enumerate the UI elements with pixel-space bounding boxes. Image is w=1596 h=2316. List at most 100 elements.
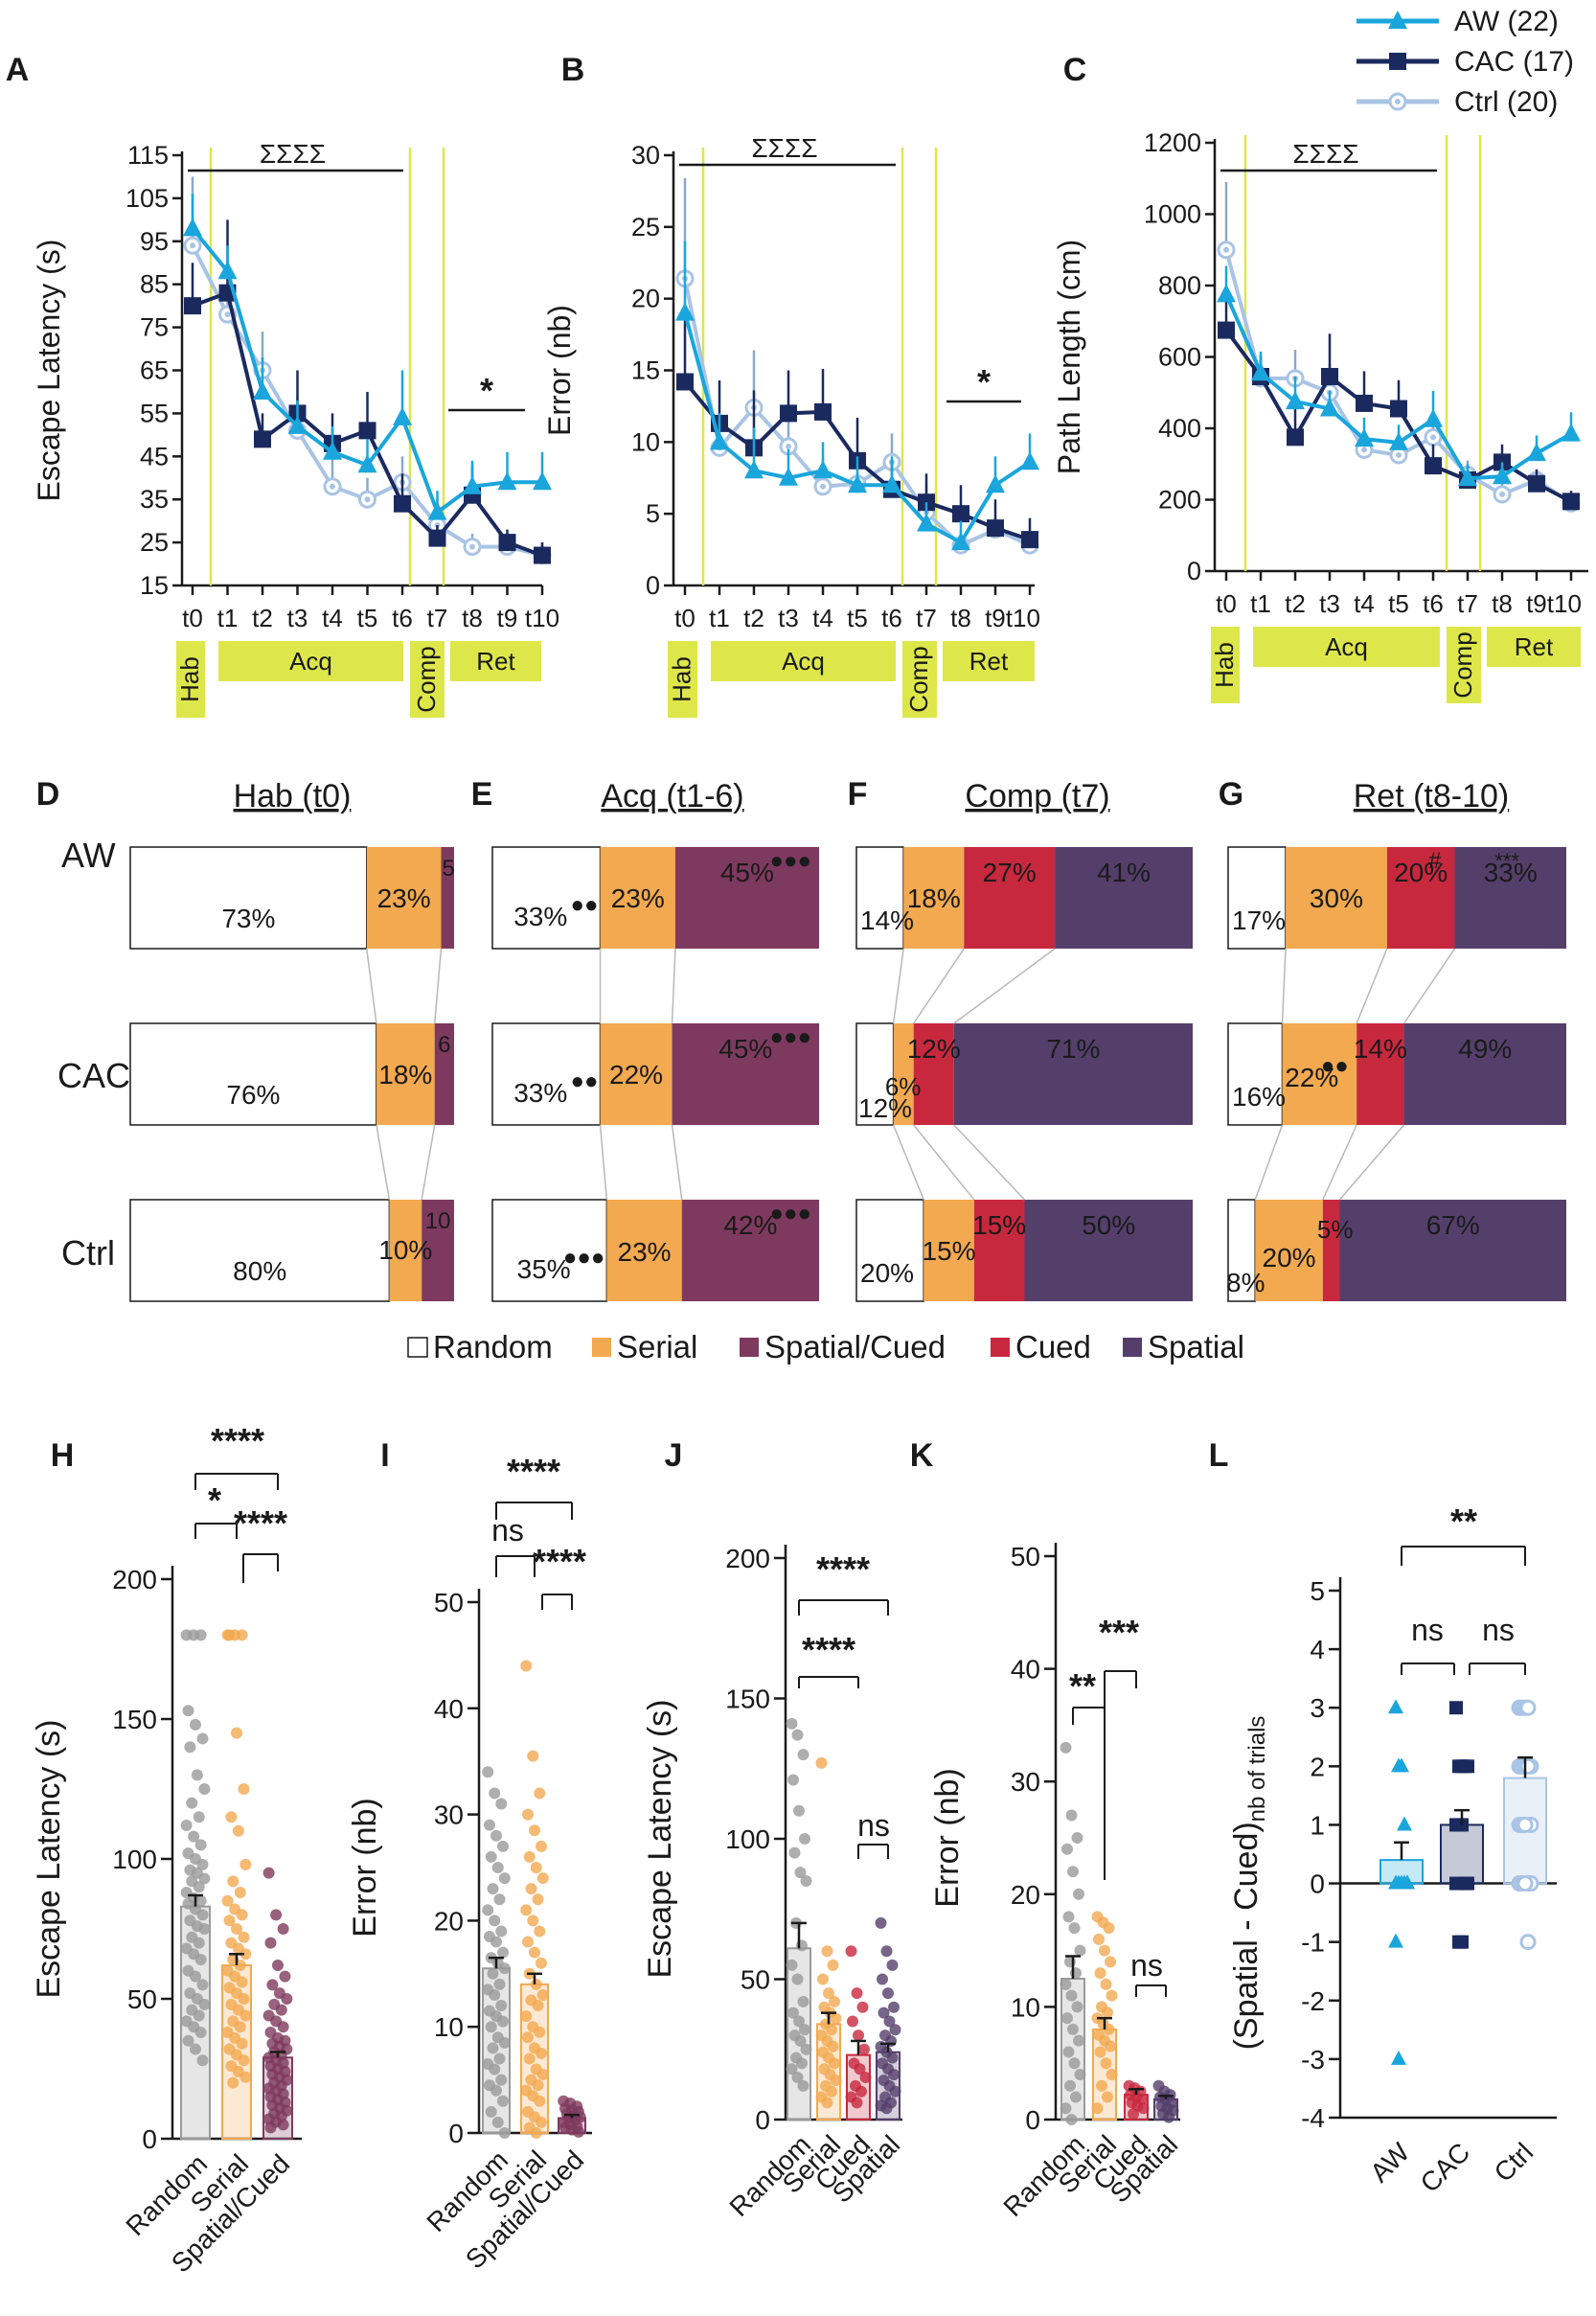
panel-f-letter: F [848, 776, 868, 813]
panel-i-point-serial [520, 1660, 533, 1672]
panel-i-point-random [490, 1829, 502, 1842]
panel-h-sig-label: * [208, 1480, 221, 1520]
panel-k-point-serial [1103, 2023, 1115, 2035]
panel-j-point-spatial [877, 1973, 888, 1985]
panel-c-point-ctrl-center [1499, 491, 1505, 497]
panel-i-point-random [498, 1962, 511, 1975]
panel-e-segment-ctrl-serial [606, 1200, 682, 1301]
panel-l-bar-cac [1440, 1823, 1484, 1885]
panel-l-ytick-label: 0 [1310, 1869, 1325, 1899]
panel-k-point-serial [1093, 1933, 1105, 1945]
panel-g-connector [1356, 948, 1388, 1024]
panel-f-segment-aw-random [855, 846, 904, 950]
panel-e-connector [671, 1124, 683, 1201]
panel-c-point-ctrl-center [1396, 451, 1402, 458]
panel-h-point-random [190, 2043, 201, 2055]
panel-a-xtick-label: t6 [392, 604, 413, 632]
panel-c-phase-label-acq: Acq [1325, 632, 1368, 661]
panel-h-point-random [196, 2054, 209, 2067]
panel-h-point-serial [223, 1915, 236, 1927]
panel-j-point-random [796, 2057, 808, 2070]
panel-k-point-random [1067, 2023, 1079, 2035]
panel-h-point-serial [236, 1629, 248, 1641]
panel-i-letter: I [380, 1437, 389, 1474]
panel-g-connector [1402, 948, 1456, 1024]
panel-a-point-cac [498, 534, 516, 552]
panel-k-point-random [1073, 2034, 1084, 2047]
panel-a-point-ctrl-center [330, 483, 335, 490]
panel-d-label-cac-random: 76% [226, 1080, 280, 1110]
panel-k-point-random [1065, 2114, 1078, 2125]
panel-h-point-serial [238, 2054, 250, 2067]
panel-l-point-cac [1461, 1759, 1474, 1774]
panel-a-ytick-label: 45 [140, 442, 169, 470]
panel-i-ytick-label: 50 [434, 1588, 464, 1617]
panel-g-label-ctrl-serial: 20% [1263, 1243, 1316, 1273]
panel-j-point-spatial [882, 1987, 894, 2000]
panel-i-point-random [485, 2105, 497, 2118]
panel-b-xtick-label: t3 [778, 604, 799, 632]
panel-a-point-aw [533, 471, 552, 491]
panel-c-point-aw [1251, 362, 1270, 381]
panel-d-segment-cac-spatialcued [434, 1023, 454, 1125]
panel-a-xtick-label: t5 [357, 604, 378, 632]
panel-k-ylabel: Error (nb) [929, 1768, 966, 1907]
panel-l-ylabel-sub: nb of trials [1244, 1716, 1270, 1823]
panel-i-point-random [498, 2127, 511, 2139]
panel-j-letter: J [665, 1437, 683, 1474]
panel-j-sig-label: ns [857, 1808, 890, 1843]
panel-a-xtick-label: t7 [427, 604, 448, 632]
panel-j-point-spatial [888, 2069, 900, 2081]
panel-b-phase-label-hab: Hab [668, 656, 696, 702]
panel-e-segment-aw-serial [600, 847, 675, 949]
panel-f-connector [953, 948, 1056, 1024]
panel-j-point-random [799, 2024, 810, 2036]
panel-j-point-random [797, 2079, 809, 2092]
panel-j-point-spatial [878, 2006, 890, 2019]
panel-b-xtick-label: t9t10 [985, 604, 1040, 632]
panel-d-label-cac-serial: 18% [378, 1060, 432, 1089]
panel-h-sig-label: **** [211, 1421, 264, 1460]
panel-i-point-serial [534, 2095, 546, 2107]
panel-c-point-cac [1390, 400, 1407, 418]
panel-e-label-ctrl-random: 35% [517, 1254, 571, 1284]
panel-b-point-aw [779, 467, 798, 486]
panel-k-point-random [1070, 2091, 1082, 2103]
panel-c-phase-hab [1211, 627, 1240, 703]
panel-h-point-random [193, 2009, 205, 2022]
panel-i-point-serial [536, 1872, 549, 1885]
panel-j-point-spatial [875, 1916, 887, 1929]
panel-h-point-random [196, 1909, 209, 1921]
panel-f-label-ctrl-cued: 15% [972, 1210, 1026, 1240]
panel-g-connector [1322, 1124, 1357, 1201]
panel-d-letter: D [36, 776, 60, 813]
panel-h-point-serial [231, 1727, 242, 1739]
panel-f-segment-cac-spatial [953, 1023, 1193, 1125]
panel-b-ytick-label: 20 [631, 285, 660, 313]
panel-i-point-random [495, 2000, 508, 2012]
panel-e-label-aw-spatialcued: 45% [720, 858, 774, 887]
panel-c-xtick-label: t2 [1285, 589, 1306, 618]
panel-b-letter: B [561, 52, 585, 88]
panel-f-label-cac-cued: 12% [907, 1034, 961, 1064]
panel-e-marks-cac-spatialcued: ●●● [770, 1024, 812, 1050]
panel-l-point-cac [1455, 1935, 1469, 1949]
panel-e-segment-ctrl-random [491, 1199, 608, 1302]
panel-g-marks-cac-serial: ●● [1321, 1053, 1349, 1079]
panel-b-point-cac [676, 373, 694, 391]
panel-j-point-serial [829, 2057, 840, 2070]
panel-k-point-random [1060, 1978, 1072, 1990]
panel-i-point-serial [520, 2010, 533, 2023]
panel-j-point-cued [851, 1987, 863, 2000]
panel-c-point-cac [1218, 321, 1235, 339]
panel-h-point-spatial-cued [262, 1867, 275, 1879]
panel-j-point-spatial [889, 2085, 901, 2098]
panel-f-label-aw-serial: 18% [907, 883, 961, 913]
panel-g-label-cac-random: 16% [1232, 1082, 1286, 1112]
panel-j-point-cued [858, 2043, 870, 2055]
panel-j-point-random [786, 1717, 798, 1730]
panel-k-point-serial [1094, 2046, 1106, 2058]
panel-g-segment-cac-random [1227, 1022, 1284, 1126]
panel-b-line-ctrl [683, 278, 1031, 548]
strategy-legend-label-cued: Cued [1015, 1329, 1091, 1364]
